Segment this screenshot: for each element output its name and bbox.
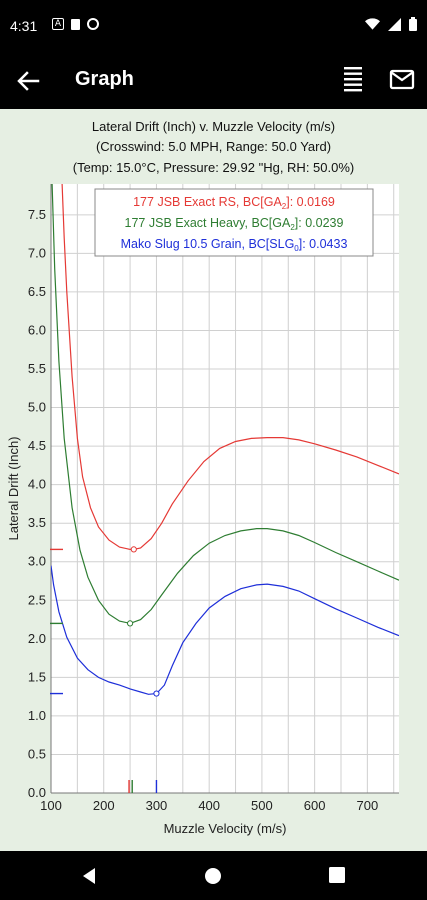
menu-lines-icon[interactable] <box>340 65 366 95</box>
y-tick-label: 3.5 <box>28 515 46 530</box>
y-tick-label: 3.0 <box>28 554 46 569</box>
y-tick-label: 7.0 <box>28 245 46 260</box>
navigation-bar <box>0 851 427 900</box>
y-tick-label: 7.5 <box>28 207 46 222</box>
y-tick-label: 4.0 <box>28 477 46 492</box>
vpn-icon <box>87 18 99 30</box>
y-tick-label: 4.5 <box>28 438 46 453</box>
series-line <box>51 184 399 625</box>
legend-entry: Mako Slug 10.5 Grain, BC[SLG0]: 0.0433 <box>121 237 348 253</box>
y-tick-label: 6.5 <box>28 284 46 299</box>
series-marker <box>153 690 160 697</box>
series-marker <box>126 620 134 627</box>
plot-background <box>51 184 399 793</box>
line-chart[interactable]: 100 200 300 400 500 600 700 0.0 0.5 1.0 1.5 2.0 2.5 3… <box>0 109 427 851</box>
nav-recents-icon[interactable] <box>329 867 345 883</box>
y-tick-label: 6.0 <box>28 322 46 337</box>
mail-icon[interactable] <box>388 68 416 92</box>
series-line <box>51 565 399 695</box>
x-tick-label: 300 <box>146 798 168 813</box>
chart-area: Lateral Drift (Inch) v. Muzzle Velocity … <box>0 109 427 851</box>
y-tick-label: 1.0 <box>28 708 46 723</box>
y-tick-label: 5.0 <box>28 400 46 415</box>
x-tick-label: 700 <box>357 798 379 813</box>
chart-subtitle-atmosphere: (Temp: 15.0°C, Pressure: 29.92 "Hg, RH: … <box>72 160 355 175</box>
signal-icon <box>388 17 401 31</box>
nav-back-icon[interactable] <box>80 867 98 885</box>
status-left-icons: A <box>52 18 99 30</box>
y-tick-label: 2.5 <box>28 592 46 607</box>
x-axis-label: Muzzle Velocity (m/s) <box>164 821 287 836</box>
series-line <box>61 184 399 550</box>
sd-card-icon <box>71 18 80 30</box>
y-tick-label: 2.0 <box>28 631 46 646</box>
page-title: Graph <box>75 68 134 90</box>
arrow-left-icon[interactable] <box>14 68 42 94</box>
app-bar: Graph <box>0 52 427 109</box>
y-tick-label: 1.5 <box>28 669 46 684</box>
legend-entry: 177 JSB Exact Heavy, BC[GA2]: 0.0239 <box>125 216 344 232</box>
a-icon: A <box>52 18 64 30</box>
nav-home-icon[interactable] <box>204 867 222 885</box>
legend-entry: 177 JSB Exact RS, BC[GA2]: 0.0169 <box>133 195 335 211</box>
status-right-icons <box>365 17 417 31</box>
y-tick-label: 0.5 <box>28 746 46 761</box>
legend-box <box>94 188 374 257</box>
x-tick-label: 500 <box>251 798 273 813</box>
wifi-icon <box>365 17 380 30</box>
status-bar: 4:31 A <box>0 0 427 52</box>
chart-title: Lateral Drift (Inch) v. Muzzle Velocity … <box>91 119 336 134</box>
series-marker <box>130 546 137 553</box>
y-axis-label: Lateral Drift (Inch) <box>6 436 21 540</box>
chart-subtitle-conditions: (Crosswind: 5.0 MPH, Range: 50.0 Yard) <box>95 139 332 154</box>
y-tick-label: 5.5 <box>28 361 46 376</box>
x-tick-label: 100 <box>40 798 62 813</box>
status-time: 4:31 <box>10 18 38 34</box>
x-tick-label: 200 <box>93 798 115 813</box>
y-tick-label: 0.0 <box>28 785 46 800</box>
x-tick-label: 400 <box>198 798 220 813</box>
x-tick-label: 600 <box>304 798 326 813</box>
battery-icon <box>409 17 417 31</box>
